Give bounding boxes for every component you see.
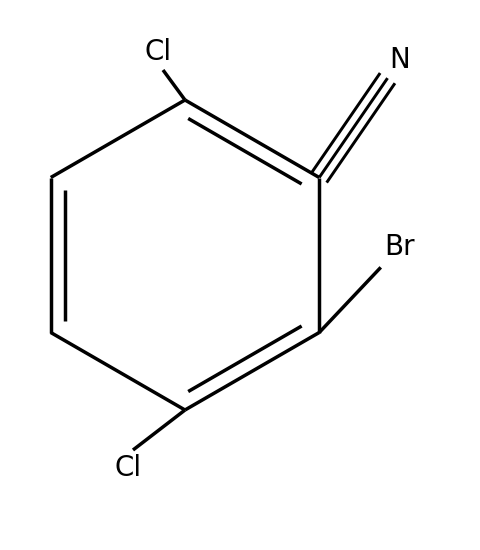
Text: N: N <box>390 46 410 74</box>
Text: Cl: Cl <box>144 38 171 66</box>
Text: Br: Br <box>384 233 415 261</box>
Text: Cl: Cl <box>114 454 142 482</box>
